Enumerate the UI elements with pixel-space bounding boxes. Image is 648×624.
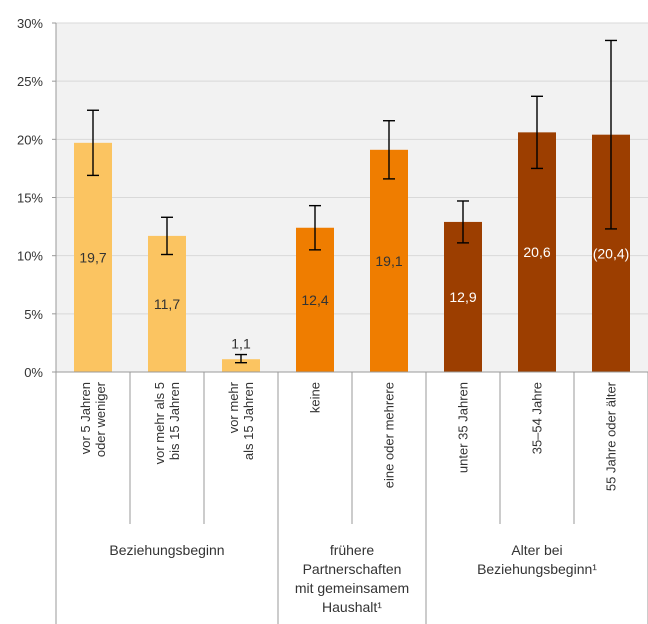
bar [444,221,482,372]
group-label-line: Partnerschaften [303,561,402,577]
group-label-line: Alter bei [511,542,562,558]
category-label: vor 5 Jahrenoder weniger [78,381,108,457]
category-label-line: keine [308,382,323,413]
category-label: 35–54 Jahre [530,382,545,454]
y-tick-label: 5% [24,307,43,322]
category-label-line: unter 35 Jahren [456,382,471,473]
y-tick-label: 0% [24,365,43,380]
y-tick-label: 30% [17,16,43,31]
group-label: Beziehungsbeginn [109,542,224,558]
group-label-line: Beziehungsbeginn [109,542,224,558]
y-tick-label: 20% [17,132,43,147]
data-label: 1,1 [231,336,251,352]
data-labels: 19,7 11,7 1,1 12,4 19,1 12,9 20,6 (20,4) [79,244,629,351]
y-tick-label: 25% [17,74,43,89]
group-label-line: mit gemeinsamem [295,580,409,596]
category-label: keine [308,382,323,413]
category-label-line: oder weniger [93,381,108,457]
category-label: eine oder mehrere [382,382,397,488]
category-label: vor mehrals 15 Jahren [226,381,256,460]
data-label: (20,4) [593,245,630,261]
category-label: vor mehr als 5bis 15 Jahren [152,382,182,464]
data-label: 20,6 [523,244,550,260]
data-label: 19,7 [79,249,106,265]
group-label: Alter bei Beziehungsbeginn¹ [477,542,597,577]
y-axis: 0% 5% 10% 15% 20% 25% 30% [17,16,57,380]
x-axis: vor 5 Jahrenoder weniger vor mehr als 5bi… [55,371,648,624]
bar [296,227,334,372]
category-label-line: eine oder mehrere [382,382,397,488]
data-label: 12,9 [449,289,476,305]
data-label: 12,4 [301,292,328,308]
bar [518,132,556,372]
data-label: 19,1 [375,253,402,269]
category-label-line: 55 Jahre oder älter [604,381,619,491]
category-label: unter 35 Jahren [456,382,471,473]
group-label-line: frühere [330,542,375,558]
y-tick-label: 15% [17,191,43,206]
group-label-line: Beziehungsbeginn¹ [477,561,597,577]
category-label-line: vor 5 Jahren [78,382,93,454]
category-label-line: als 15 Jahren [241,382,256,460]
data-label: 11,7 [154,296,180,312]
bar [222,359,260,372]
category-label-line: vor mehr [226,381,241,433]
group-label-line: Haushalt¹ [322,599,382,615]
category-label-line: bis 15 Jahren [167,382,182,460]
category-label-line: vor mehr als 5 [152,382,167,464]
y-tick-label: 10% [17,249,43,264]
group-labels: Beziehungsbeginn frühere Partnerschaften mi… [109,542,597,615]
error-bars [87,39,617,364]
category-label-line: 35–54 Jahre [530,382,545,454]
group-label: frühere Partnerschaften mit gemeinsamem Hau… [295,542,409,615]
category-label: 55 Jahre oder älter [604,381,619,491]
bar [148,235,186,372]
bar [74,142,112,372]
bar [370,149,408,372]
